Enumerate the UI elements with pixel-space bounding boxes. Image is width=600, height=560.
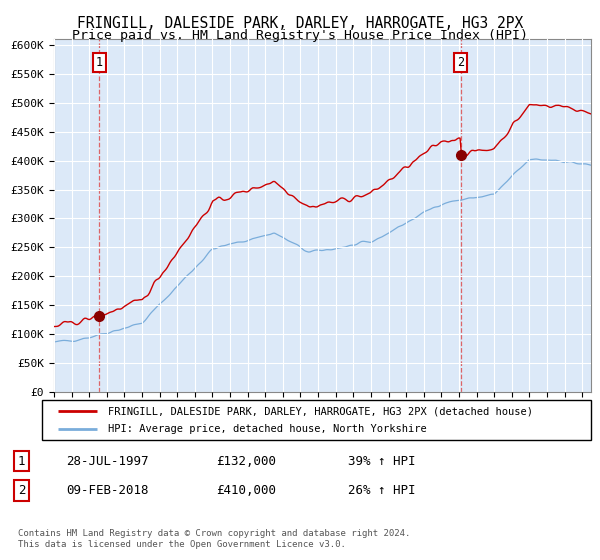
Text: 2: 2 xyxy=(457,56,464,69)
Text: HPI: Average price, detached house, North Yorkshire: HPI: Average price, detached house, Nort… xyxy=(108,423,427,433)
Text: Contains HM Land Registry data © Crown copyright and database right 2024.
This d: Contains HM Land Registry data © Crown c… xyxy=(18,529,410,549)
FancyBboxPatch shape xyxy=(42,400,591,440)
Text: 09-FEB-2018: 09-FEB-2018 xyxy=(66,484,149,497)
Text: 28-JUL-1997: 28-JUL-1997 xyxy=(66,455,149,468)
Text: FRINGILL, DALESIDE PARK, DARLEY, HARROGATE, HG3 2PX: FRINGILL, DALESIDE PARK, DARLEY, HARROGA… xyxy=(77,16,523,31)
Text: 1: 1 xyxy=(18,455,25,468)
Text: £410,000: £410,000 xyxy=(216,484,276,497)
Text: £132,000: £132,000 xyxy=(216,455,276,468)
Text: Price paid vs. HM Land Registry's House Price Index (HPI): Price paid vs. HM Land Registry's House … xyxy=(72,29,528,42)
Text: FRINGILL, DALESIDE PARK, DARLEY, HARROGATE, HG3 2PX (detached house): FRINGILL, DALESIDE PARK, DARLEY, HARROGA… xyxy=(108,407,533,417)
Text: 1: 1 xyxy=(95,56,103,69)
Text: 26% ↑ HPI: 26% ↑ HPI xyxy=(348,484,415,497)
Text: 39% ↑ HPI: 39% ↑ HPI xyxy=(348,455,415,468)
Text: 2: 2 xyxy=(18,484,25,497)
